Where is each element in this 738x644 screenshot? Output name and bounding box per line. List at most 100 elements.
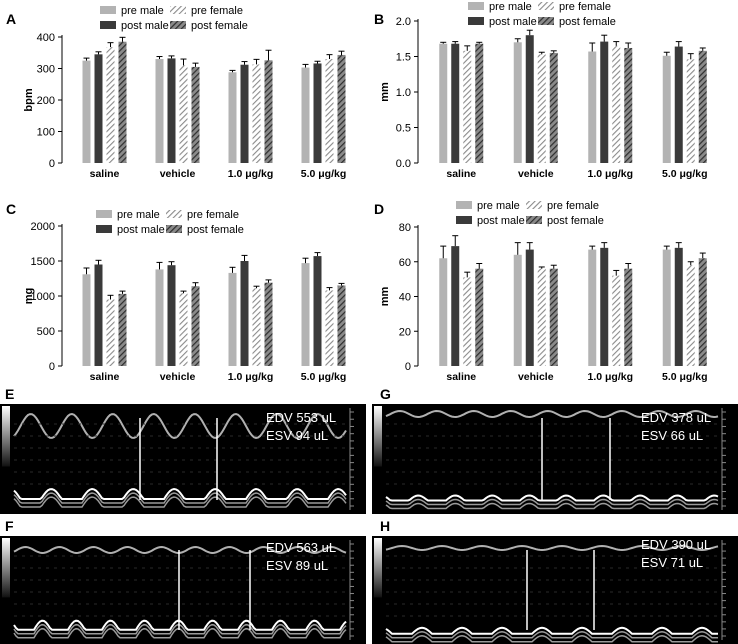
bar-post-female xyxy=(549,52,558,164)
bar-post-female xyxy=(624,268,633,366)
grayscale-bar xyxy=(2,538,10,598)
bar-post-male xyxy=(451,43,460,163)
anterior-wall-trace xyxy=(385,544,719,552)
bar-post-female xyxy=(191,286,200,366)
bar-post-female xyxy=(698,258,707,366)
panel-letter-e: E xyxy=(5,386,15,402)
echo-image xyxy=(2,406,354,510)
y-tick-label: 200 xyxy=(37,95,55,107)
bar-post-female xyxy=(264,60,273,164)
y-tick-label: 0 xyxy=(49,361,55,373)
bar-post-male xyxy=(600,247,609,366)
bar-post-female xyxy=(118,41,127,163)
x-tick-label: 1.0 μg/kg xyxy=(587,168,633,180)
posterior-wall-trace xyxy=(13,496,347,508)
y-tick-label: 300 xyxy=(37,64,55,76)
edv-label-e: EDV 553 uL xyxy=(266,410,337,425)
y-tick-label: 0 xyxy=(405,361,411,373)
posterior-wall-trace xyxy=(13,487,347,500)
bar-pre-male xyxy=(513,42,522,163)
bar-post-female xyxy=(475,268,484,366)
y-tick-label: 80 xyxy=(399,222,411,234)
bar-post-male xyxy=(674,46,683,164)
bar-pre-male xyxy=(155,59,164,163)
bar-pre-male xyxy=(662,249,671,366)
x-tick-label: vehicle xyxy=(518,371,554,383)
esv-label-f: ESV 89 uL xyxy=(266,558,329,573)
y-tick-label: 40 xyxy=(399,292,411,304)
bar-pre-female xyxy=(179,293,188,366)
x-tick-label: vehicle xyxy=(518,168,554,180)
legend-swatch xyxy=(100,6,116,14)
y-axis-label: bpm xyxy=(23,88,35,111)
x-tick-label: 1.0 μg/kg xyxy=(228,371,274,383)
legend-label: pre male xyxy=(489,1,532,13)
chart-panel-c: C 0 500 1000 1500 2000 mg saline vehicle 1.0 μg/k… xyxy=(6,201,346,383)
legend-swatch xyxy=(456,201,472,209)
bar-pre-male xyxy=(228,272,237,366)
bar-pre-female xyxy=(686,265,695,366)
bar-post-female xyxy=(698,50,707,163)
posterior-wall-trace xyxy=(385,626,718,635)
bar-pre-female xyxy=(612,45,621,163)
legend-label: post female xyxy=(187,224,244,236)
posterior-wall-trace xyxy=(13,627,347,639)
y-axis-label: mm xyxy=(379,287,391,307)
y-tick-label: 0.0 xyxy=(396,158,411,170)
legend-swatch xyxy=(526,201,542,209)
posterior-wall-trace xyxy=(13,492,347,504)
bar-post-male xyxy=(525,249,534,366)
y-tick-label: 0 xyxy=(49,158,55,170)
posterior-wall-trace xyxy=(385,631,718,639)
panel-letter-h: H xyxy=(380,518,391,534)
legend-swatch xyxy=(166,225,182,233)
anterior-wall-trace xyxy=(13,412,347,440)
bar-post-male xyxy=(674,247,683,366)
y-tick-label: 500 xyxy=(37,326,55,338)
bar-post-male xyxy=(313,256,322,366)
anterior-wall-trace xyxy=(385,409,719,419)
bar-pre-male xyxy=(588,249,597,366)
bar-post-female xyxy=(475,43,484,163)
x-tick-label: 5.0 μg/kg xyxy=(301,371,347,383)
x-tick-label: saline xyxy=(446,168,476,180)
legend-swatch xyxy=(96,225,112,233)
bar-pre-male xyxy=(82,274,91,366)
bar-post-female xyxy=(337,54,346,163)
bar-pre-female xyxy=(463,50,472,163)
bar-post-female xyxy=(191,66,200,163)
grayscale-bar xyxy=(2,406,10,467)
bar-post-male xyxy=(451,246,460,366)
echo-image xyxy=(374,406,726,510)
edv-label-h: EDV 390 uL xyxy=(641,537,712,552)
legend-label: pre male xyxy=(117,209,160,221)
y-tick-label: 1.0 xyxy=(396,87,411,99)
esv-label-e: ESV 94 uL xyxy=(266,428,329,443)
x-tick-label: 1.0 μg/kg xyxy=(228,168,274,180)
x-tick-label: 5.0 μg/kg xyxy=(301,168,347,180)
panel-letter-b: B xyxy=(374,11,384,27)
legend-swatch xyxy=(96,210,112,218)
legend-label: post female xyxy=(547,215,604,227)
legend-swatch xyxy=(100,21,116,29)
panel-letter-g: G xyxy=(380,386,391,402)
legend-swatch xyxy=(166,210,182,218)
anterior-wall-trace xyxy=(13,545,347,555)
legend-swatch xyxy=(538,17,554,25)
y-axis-label: mm xyxy=(379,82,391,102)
legend-swatch xyxy=(170,21,186,29)
echo-image xyxy=(374,538,726,643)
bar-post-male xyxy=(94,54,103,164)
legend-label: post male xyxy=(477,215,525,227)
bar-post-male xyxy=(313,63,322,163)
bar-pre-female xyxy=(325,59,334,163)
edv-label-f: EDV 563 uL xyxy=(266,540,337,555)
bar-pre-female xyxy=(106,299,115,366)
posterior-wall-trace xyxy=(13,623,347,635)
bar-pre-female xyxy=(179,65,188,163)
legend-label: post male xyxy=(121,20,169,32)
panel-letter-a: A xyxy=(6,11,16,27)
y-tick-label: 1500 xyxy=(31,256,55,268)
bar-post-female xyxy=(549,268,558,366)
